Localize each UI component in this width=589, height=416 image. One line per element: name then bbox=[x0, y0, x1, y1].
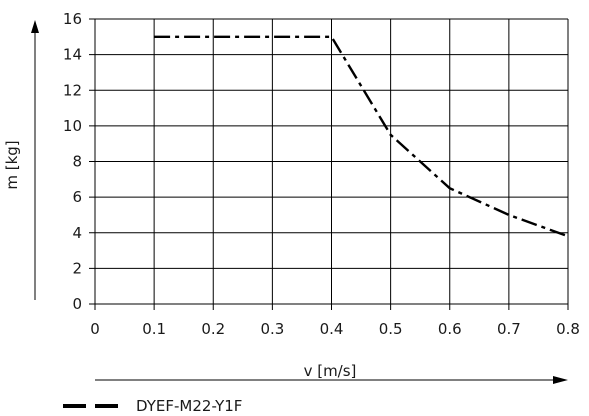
series-line-dyef-m22-y1f bbox=[154, 35, 569, 238]
x-tick-label: 0.2 bbox=[201, 320, 225, 338]
legend-label: DYEF-M22-Y1F bbox=[136, 397, 242, 415]
x-tick-label: 0.5 bbox=[379, 320, 403, 338]
y-tick-labels: 0 2 4 6 8 10 12 14 16 bbox=[63, 10, 82, 313]
y-tick-label: 16 bbox=[63, 10, 82, 28]
y-tick-label: 4 bbox=[72, 224, 82, 242]
y-tick-label: 10 bbox=[63, 117, 82, 135]
x-tick-label: 0.1 bbox=[142, 320, 166, 338]
x-axis-arrowhead bbox=[553, 376, 568, 384]
x-tick-label: 0 bbox=[90, 320, 100, 338]
y-tick-label: 2 bbox=[72, 259, 82, 277]
x-tick-label: 0.6 bbox=[438, 320, 462, 338]
y-tick-label: 0 bbox=[72, 295, 82, 313]
x-tick-label: 0.3 bbox=[260, 320, 284, 338]
legend: DYEF-M22-Y1F bbox=[63, 397, 242, 415]
x-axis-label: v [m/s] bbox=[304, 362, 357, 380]
y-axis-label: m [kg] bbox=[3, 140, 21, 189]
y-tick-label: 14 bbox=[63, 46, 82, 64]
x-tick-labels: 0 0.1 0.2 0.3 0.4 0.5 0.6 0.7 0.8 bbox=[90, 320, 580, 338]
y-axis-arrowhead bbox=[31, 20, 39, 33]
x-tick-label: 0.8 bbox=[556, 320, 580, 338]
y-tick-label: 6 bbox=[72, 188, 82, 206]
plot-grid bbox=[89, 18, 569, 310]
y-tick-label: 12 bbox=[63, 81, 82, 99]
y-tick-label: 8 bbox=[72, 153, 82, 171]
x-tick-label: 0.7 bbox=[497, 320, 521, 338]
x-tick-label: 0.4 bbox=[320, 320, 344, 338]
